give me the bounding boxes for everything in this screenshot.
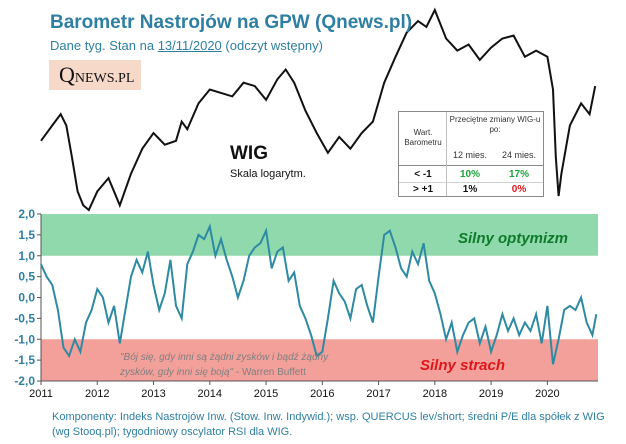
- strong-optimism-label: Silny optymizm: [458, 230, 569, 247]
- barometer-series-line: [40, 223, 598, 365]
- table-divider: [399, 165, 543, 166]
- strong-fear-label: Silny strach: [420, 357, 506, 374]
- x-tick-label: 2019: [479, 388, 503, 400]
- y-tick-label: -0,5: [14, 311, 35, 325]
- buffett-quote: "Bój się, gdy inni są żądni zysków i bąd…: [120, 350, 360, 380]
- quote-text: "Bój się, gdy inni są żądni zysków i bąd…: [120, 352, 329, 378]
- x-tick-label: 2015: [254, 388, 278, 400]
- logo-rest: NEWS.PL: [74, 71, 135, 86]
- table-col-24m: 24 mies.: [501, 150, 536, 160]
- x-tick-label: 2014: [198, 388, 222, 400]
- subtitle-prefix: Dane tyg. Stan na: [50, 38, 158, 53]
- strong-fear-zone: [41, 339, 598, 381]
- footnote: Komponenty: Indeks Nastrojów Inw. (Stow.…: [52, 411, 605, 438]
- y-tick-label: -1,5: [14, 353, 35, 367]
- x-tick-label: 2020: [535, 388, 559, 400]
- returns-table: Wart. Barometru Przeciętne zmiany WIG-u …: [398, 111, 544, 197]
- x-tick-label: 2016: [310, 388, 334, 400]
- table-row-label: < -1: [414, 169, 432, 180]
- table-cell: 17%: [508, 169, 529, 180]
- logo-q: Q: [59, 62, 75, 87]
- table-cell: 0%: [511, 184, 527, 195]
- strong-optimism-zone: [41, 214, 598, 256]
- y-tick-label: -2,0: [14, 374, 35, 388]
- table-cell: 10%: [459, 169, 480, 180]
- table-header-right: Przeciętne zmiany WIG-u po:: [449, 115, 541, 134]
- y-tick-label: 0,5: [18, 270, 35, 284]
- x-tick-label: 2017: [366, 388, 390, 400]
- table-row-label: > +1: [412, 184, 434, 195]
- x-tick-label: 2012: [85, 388, 109, 400]
- y-tick-label: 2,0: [18, 207, 35, 221]
- y-tick-label: -1,0: [14, 332, 35, 346]
- x-tick-label: 2013: [141, 388, 165, 400]
- y-tick-label: 1,5: [18, 228, 35, 242]
- qnews-logo: QNEWS.PL: [49, 60, 141, 90]
- wig-series-line: [40, 7, 597, 212]
- table-cell: 1%: [462, 184, 478, 195]
- table-row-divider: [399, 182, 543, 183]
- subtitle-date: 13/11/2020: [157, 38, 222, 53]
- subtitle-suffix: (odczyt wstępny): [221, 38, 323, 53]
- wig-scale-label: Skala logarytm.: [230, 168, 306, 180]
- x-tick-label: 2018: [423, 388, 447, 400]
- chart-title: Barometr Nastrojów na GPW (Qnews.pl): [50, 12, 413, 33]
- table-header-left: Wart. Barometru: [404, 128, 442, 147]
- x-tick-label: 2011: [29, 388, 53, 400]
- table-col-12m: 12 mies.: [452, 150, 487, 160]
- table-vdivider: [446, 112, 447, 196]
- wig-label: WIG: [230, 143, 268, 164]
- chart-subtitle: Dane tyg. Stan na 13/11/2020 (odczyt wst…: [50, 38, 323, 53]
- quote-author: - Warren Buffett: [233, 367, 306, 378]
- y-tick-label: 1,0: [18, 249, 35, 263]
- y-tick-label: 0,0: [18, 291, 35, 305]
